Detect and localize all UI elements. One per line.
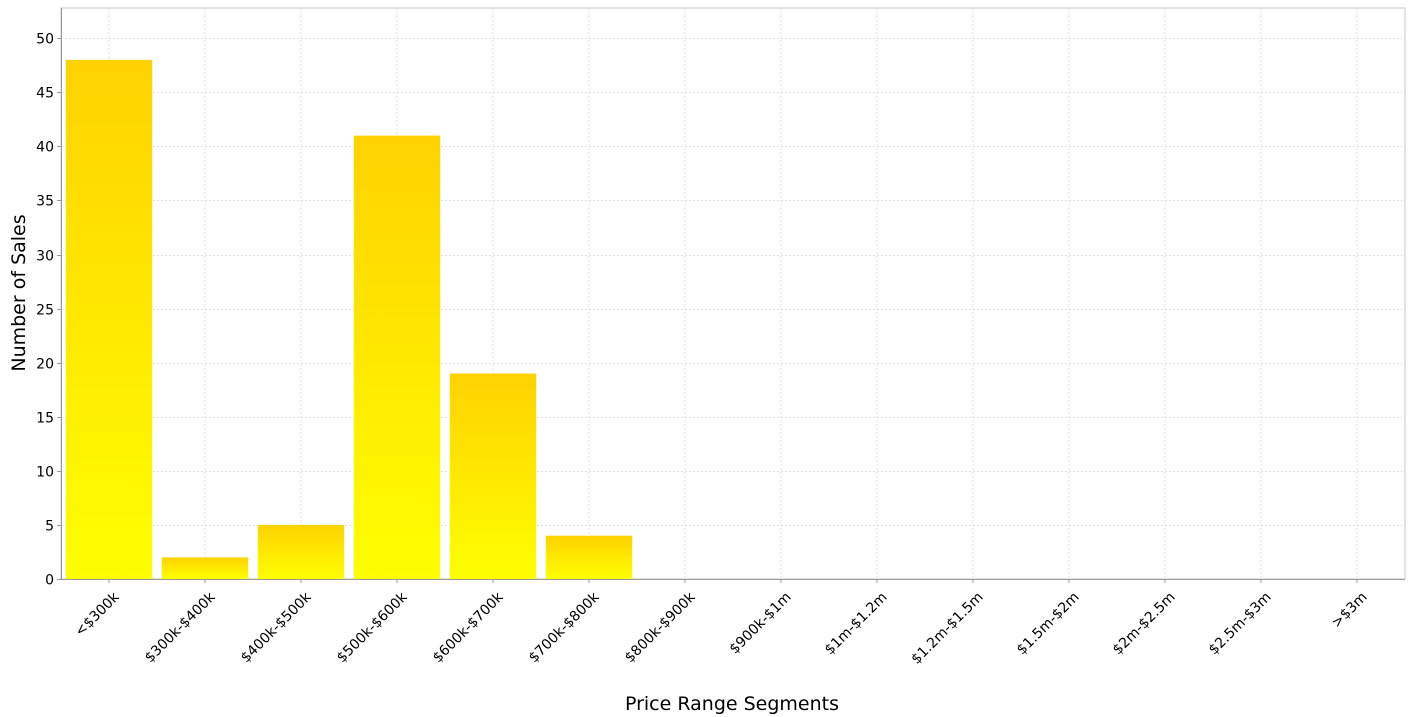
- x-tick-label: >$3m: [1329, 589, 1371, 631]
- x-tick-label: $2m-$2.5m: [1110, 589, 1179, 658]
- bar[interactable]: [65, 59, 153, 579]
- bar[interactable]: [545, 535, 633, 579]
- x-tick-label: $300k-$400k: [142, 589, 219, 666]
- bar[interactable]: [353, 135, 441, 579]
- plot-background: [61, 8, 1405, 579]
- bar[interactable]: [449, 373, 537, 580]
- y-axis-title: Number of Sales: [8, 214, 30, 371]
- y-tick-label: 20: [36, 357, 54, 373]
- y-tick-label: 40: [36, 140, 54, 156]
- x-tick-label: $500k-$600k: [334, 589, 411, 666]
- x-tick-label: $800k-$900k: [622, 589, 699, 666]
- x-tick-label: $2.5m-$3m: [1206, 589, 1275, 658]
- bar[interactable]: [257, 524, 345, 579]
- y-tick-label: 0: [45, 573, 54, 589]
- x-tick-label: <$300k: [72, 589, 123, 640]
- x-tick-label: $700k-$800k: [526, 589, 603, 666]
- y-tick-label: 15: [36, 411, 54, 427]
- x-tick-labels: <$300k $300k-$400k $400k-$500k $500k-$600k $…: [72, 579, 1371, 668]
- y-tick-label: 45: [36, 86, 54, 102]
- x-tick-label: $400k-$500k: [238, 589, 315, 666]
- x-tick-label: $1.2m-$1.5m: [908, 589, 986, 667]
- y-tick-label: 30: [36, 249, 54, 265]
- x-tick-label: $1.5m-$2m: [1014, 589, 1083, 658]
- y-tick-label: 35: [36, 194, 54, 210]
- bars: [65, 59, 633, 580]
- y-tick-labels: 0 5 10 15 20 25 30 35 40 45 50: [36, 32, 61, 589]
- y-tick-label: 10: [36, 465, 54, 481]
- x-tick-label: $900k-$1m: [727, 589, 795, 657]
- y-tick-label: 25: [36, 303, 54, 319]
- y-tick-label: 50: [36, 32, 54, 48]
- y-tick-label: 5: [45, 519, 54, 535]
- x-tick-label: $1m-$1.2m: [822, 589, 891, 658]
- x-axis-title: Price Range Segments: [625, 693, 839, 715]
- x-tick-label: $600k-$700k: [430, 589, 507, 666]
- bar[interactable]: [161, 557, 249, 579]
